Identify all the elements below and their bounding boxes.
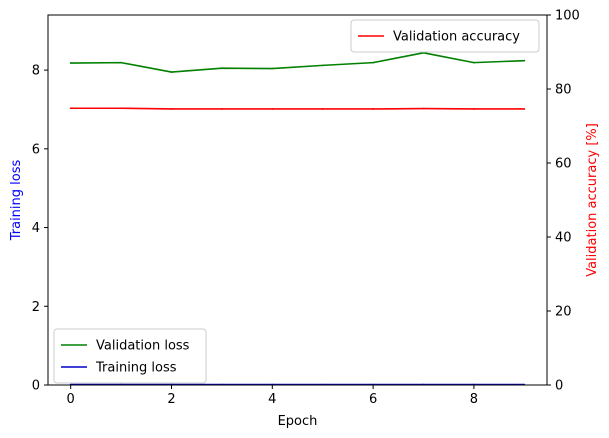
data-point-validation-accuracy-3 — [220, 108, 223, 110]
left-y-tick-label: 2 — [32, 300, 40, 315]
legend-label-training-loss: Training loss — [95, 361, 177, 376]
data-point-validation-accuracy-4 — [271, 108, 274, 110]
data-point-validation-loss-4 — [271, 67, 274, 70]
right-y-axis-label: Validation accuracy [%] — [585, 123, 600, 277]
series-line-validation-loss — [70, 51, 525, 73]
right-y-tick-label: 60 — [555, 157, 572, 172]
data-point-validation-accuracy-2 — [170, 108, 173, 110]
left-y-tick-label: 6 — [32, 142, 40, 157]
data-point-validation-loss-8 — [473, 61, 475, 64]
legend-box — [53, 328, 207, 384]
data-point-validation-accuracy-9 — [523, 108, 526, 110]
left-y-tick-label: 4 — [32, 221, 40, 236]
data-point-validation-accuracy-5 — [321, 108, 324, 110]
series-line-validation-accuracy — [70, 107, 525, 110]
x-tick-label: 6 — [369, 392, 377, 407]
legend-label-validation-loss: Validation loss — [96, 339, 190, 354]
data-point-validation-accuracy-6 — [372, 108, 375, 110]
right-y-tick-label: 40 — [555, 231, 572, 246]
x-tick-label: 4 — [268, 392, 276, 407]
data-point-validation-loss-5 — [321, 64, 324, 67]
left-y-axis-label: Training loss — [9, 160, 24, 242]
data-point-validation-accuracy-8 — [473, 108, 475, 110]
data-point-validation-accuracy-0 — [69, 107, 72, 110]
legend-upper-right: Validation accuracy — [350, 19, 540, 53]
data-point-validation-loss-3 — [220, 67, 223, 70]
right-y-tick-label: 0 — [555, 379, 563, 394]
data-point-validation-loss-6 — [372, 61, 375, 64]
plot-frame — [47, 14, 548, 386]
legend-lower-left: Validation loss Training loss — [53, 328, 207, 384]
data-point-validation-accuracy-1 — [120, 107, 122, 110]
x-axis-label: Epoch — [278, 414, 318, 429]
data-point-validation-loss-0 — [69, 62, 72, 64]
right-y-tick-label: 80 — [555, 83, 572, 98]
data-point-validation-loss-2 — [170, 71, 173, 73]
x-tick-label: 8 — [470, 392, 478, 407]
data-point-validation-accuracy-7 — [422, 107, 425, 110]
legend-label-validation-accuracy: Validation accuracy — [393, 30, 520, 45]
right-y-tick-label: 20 — [555, 305, 572, 320]
legend-box — [350, 19, 540, 53]
data-point-validation-loss-9 — [523, 59, 526, 62]
x-tick-label: 0 — [67, 392, 75, 407]
left-y-tick-label: 0 — [32, 379, 40, 394]
right-y-tick-label: 100 — [555, 9, 580, 24]
data-point-validation-loss-1 — [120, 61, 122, 64]
left-y-tick-label: 8 — [32, 64, 40, 79]
x-tick-label: 2 — [167, 392, 175, 407]
